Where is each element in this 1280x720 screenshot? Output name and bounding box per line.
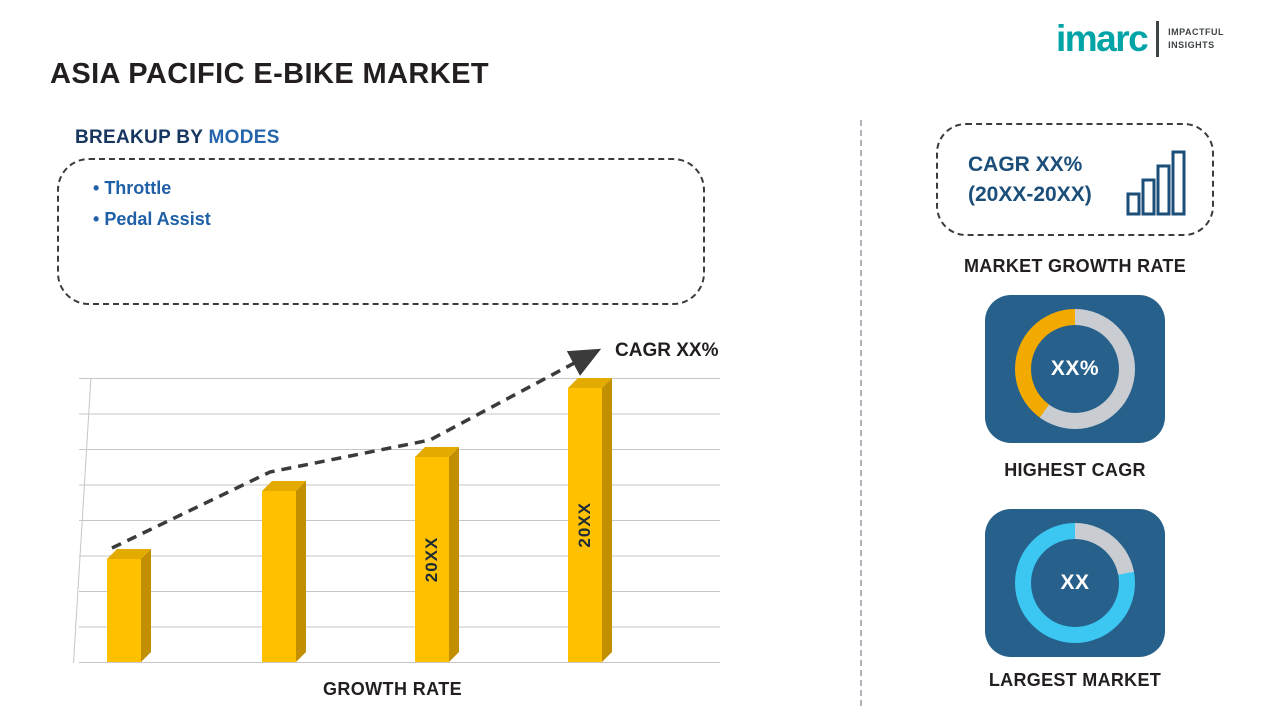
section-divider bbox=[860, 120, 862, 706]
logo-tagline: IMPACTFUL INSIGHTS bbox=[1168, 26, 1224, 50]
cagr-box-line2: (20XX-20XX) bbox=[968, 182, 1092, 206]
donut-value: XX bbox=[1031, 539, 1119, 627]
cagr-box-text: CAGR XX% (20XX-20XX) bbox=[968, 150, 1092, 210]
chart-cagr-label: CAGR XX% bbox=[615, 340, 719, 361]
list-item: Throttle bbox=[93, 173, 703, 204]
cagr-box: CAGR XX% (20XX-20XX) bbox=[936, 123, 1214, 236]
page-title: ASIA PACIFIC E-BIKE MARKET bbox=[50, 58, 489, 90]
list-item: Pedal Assist bbox=[93, 204, 703, 235]
chart-bar bbox=[107, 559, 141, 662]
breakup-heading-highlight: MODES bbox=[208, 127, 280, 148]
trend-arrow bbox=[111, 348, 602, 550]
bar-chart-icon bbox=[1126, 150, 1186, 215]
largest-market-card: XX bbox=[985, 509, 1165, 657]
donut-value: XX% bbox=[1031, 325, 1119, 413]
highest-cagr-label: HIGHEST CAGR bbox=[1004, 460, 1146, 480]
chart-gridlines bbox=[79, 378, 720, 663]
chart-title: GROWTH RATE bbox=[322, 679, 463, 699]
highest-cagr-donut: XX% bbox=[1015, 309, 1135, 429]
imarc-wordmark: imarc bbox=[1055, 18, 1149, 59]
logo-tagline-line1: IMPACTFUL bbox=[1168, 27, 1224, 38]
growth-rate-chart: 20XX 20XX CAGR XX% bbox=[65, 340, 720, 664]
logo-divider bbox=[1156, 20, 1160, 57]
largest-market-label: LARGEST MARKET bbox=[988, 670, 1162, 690]
highest-cagr-card: XX% bbox=[985, 295, 1165, 443]
breakup-heading-prefix: BREAKUP BY bbox=[75, 127, 209, 148]
logo-tagline-line2: INSIGHTS bbox=[1168, 39, 1215, 50]
market-growth-rate-label: MARKET GROWTH RATE bbox=[963, 256, 1187, 276]
imarc-logo: imarc IMPACTFUL INSIGHTS bbox=[1056, 20, 1224, 57]
chart-bar bbox=[262, 491, 296, 662]
modes-box: Throttle Pedal Assist bbox=[57, 158, 705, 305]
chart-bar: 20XX bbox=[568, 388, 602, 662]
largest-market-donut: XX bbox=[1015, 523, 1135, 643]
breakup-heading: BREAKUP BY MODES bbox=[75, 127, 280, 149]
cagr-box-line1: CAGR XX% bbox=[968, 152, 1083, 176]
chart-bar: 20XX bbox=[415, 456, 449, 662]
modes-list: Throttle Pedal Assist bbox=[59, 160, 703, 235]
